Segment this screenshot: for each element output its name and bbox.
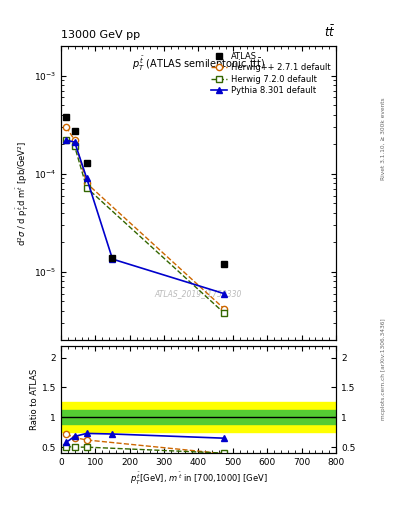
ATLAS xyxy=(110,254,115,261)
Text: 13000 GeV pp: 13000 GeV pp xyxy=(61,30,140,40)
Pythia 8.301 default xyxy=(84,175,89,181)
Text: mcplots.cern.ch [arXiv:1306.3436]: mcplots.cern.ch [arXiv:1306.3436] xyxy=(381,318,386,419)
Text: $p_T^{\,\bar{t}}$ (ATLAS semileptonic tt$\bar{\rm t}$): $p_T^{\,\bar{t}}$ (ATLAS semileptonic tt… xyxy=(132,55,265,73)
Bar xyxy=(61,410,336,424)
Y-axis label: Ratio to ATLAS: Ratio to ATLAS xyxy=(30,369,39,430)
Herwig 7.2.0 default xyxy=(72,143,77,150)
Line: ATLAS: ATLAS xyxy=(63,114,228,267)
Pythia 8.301 default xyxy=(110,256,115,262)
Herwig 7.2.0 default xyxy=(84,185,89,191)
Herwig++ 2.7.1 default xyxy=(222,306,227,312)
Legend: ATLAS, Herwig++ 2.7.1 default, Herwig 7.2.0 default, Pythia 8.301 default: ATLAS, Herwig++ 2.7.1 default, Herwig 7.… xyxy=(209,50,332,97)
Pythia 8.301 default xyxy=(72,139,77,145)
ATLAS xyxy=(72,129,77,135)
Herwig 7.2.0 default xyxy=(64,137,68,143)
Herwig 7.2.0 default xyxy=(222,310,227,316)
Y-axis label: d$^2\sigma$ / d p$_T^{\bar{t}\,}$d m$^{\bar{t}\,}$ [pb/GeV$^2$]: d$^2\sigma$ / d p$_T^{\bar{t}\,}$d m$^{\… xyxy=(15,141,31,246)
Line: Pythia 8.301 default: Pythia 8.301 default xyxy=(63,137,228,297)
Herwig++ 2.7.1 default xyxy=(64,124,68,130)
Text: ATLAS_2019_I1750330: ATLAS_2019_I1750330 xyxy=(155,289,242,298)
ATLAS xyxy=(222,261,227,267)
X-axis label: $p_T^{\,\bar{t}}$[GeV], $m^{\,\bar{t}}$ in [700,1000] [GeV]: $p_T^{\,\bar{t}}$[GeV], $m^{\,\bar{t}}$ … xyxy=(130,471,267,487)
Herwig++ 2.7.1 default xyxy=(72,137,77,143)
ATLAS xyxy=(64,114,68,120)
ATLAS xyxy=(84,160,89,166)
Line: Herwig 7.2.0 default: Herwig 7.2.0 default xyxy=(63,137,228,316)
Bar xyxy=(61,402,336,432)
Text: Rivet 3.1.10, ≥ 300k events: Rivet 3.1.10, ≥ 300k events xyxy=(381,97,386,180)
Pythia 8.301 default xyxy=(64,137,68,143)
Line: Herwig++ 2.7.1 default: Herwig++ 2.7.1 default xyxy=(63,124,228,312)
Pythia 8.301 default xyxy=(222,291,227,297)
Herwig++ 2.7.1 default xyxy=(84,180,89,186)
Text: $t\bar{t}$: $t\bar{t}$ xyxy=(325,25,336,40)
